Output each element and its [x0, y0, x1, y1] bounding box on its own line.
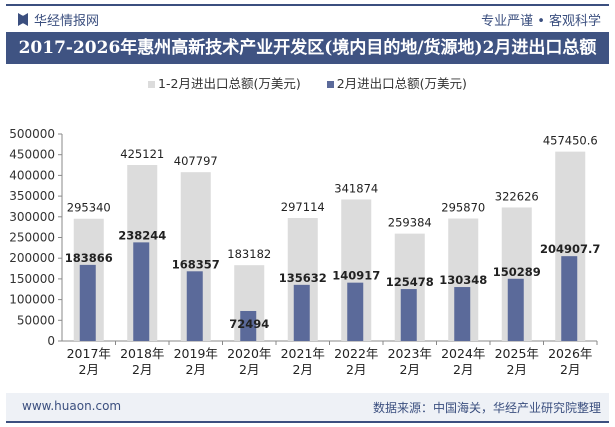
y-tick-label: 100000 [9, 293, 55, 307]
legend-label: 2月进出口总额(万美元) [336, 76, 467, 91]
data-label-feb: 150289 [493, 265, 541, 279]
data-label-feb: 204907.7 [540, 242, 600, 256]
data-label-feb: 238244 [118, 228, 166, 242]
slogan: 专业严谨 • 客观科学 [481, 14, 601, 29]
data-label-total: 407797 [174, 154, 218, 168]
x-tick-label: 2025年 [495, 346, 539, 361]
data-label-feb: 130348 [439, 273, 487, 287]
data-label-total: 295340 [67, 201, 111, 215]
legend: 1-2月进出口总额(万美元) 2月进出口总额(万美元) [0, 73, 615, 92]
legend-swatch [326, 81, 334, 88]
y-tick-label: 200000 [9, 251, 55, 265]
x-tick-label: 2月 [400, 362, 420, 377]
x-tick-label: 2月 [346, 362, 366, 377]
x-tick-label: 2月 [507, 362, 527, 377]
y-tick-label: 250000 [9, 231, 55, 245]
chart-title: 2017-2026年惠州高新技术产业开发区(境内目的地/货源地)2月进出口总额 [6, 32, 609, 64]
data-label-total: 341874 [334, 181, 378, 195]
y-tick-label: 300000 [9, 210, 55, 224]
bottom-rule [6, 421, 609, 423]
data-label-total: 322626 [495, 189, 539, 203]
x-tick-label: 2021年 [281, 346, 325, 361]
x-tick-label: 2月 [453, 362, 473, 377]
bar-feb [79, 264, 96, 341]
x-tick-label: 2月 [79, 362, 99, 377]
legend-item-total: 1-2月进出口总额(万美元) [148, 73, 301, 92]
x-tick-label: 2018年 [120, 346, 164, 361]
y-tick-label: 400000 [9, 168, 55, 182]
x-tick-label: 2月 [239, 362, 259, 377]
bar-feb [561, 256, 578, 341]
y-tick-label: 350000 [9, 189, 55, 203]
data-source: 数据来源：中国海关，华经产业研究院整理 [372, 401, 601, 415]
x-tick-label: 2017年 [67, 346, 111, 361]
data-label-total: 425121 [120, 147, 164, 161]
legend-label: 1-2月进出口总额(万美元) [158, 76, 301, 91]
data-label-feb: 72494 [229, 317, 269, 331]
top-rule [6, 4, 609, 6]
brand-name: 华经情报网 [34, 14, 100, 29]
x-tick-label: 2023年 [388, 346, 432, 361]
data-label-total: 183182 [227, 247, 271, 261]
data-label-total: 259384 [388, 216, 432, 230]
data-label-feb: 135632 [279, 271, 327, 285]
x-tick-label: 2019年 [174, 346, 218, 361]
data-label-feb: 125478 [386, 275, 434, 289]
data-label-feb: 140917 [332, 269, 380, 283]
data-label-total: 457450.6 [543, 134, 598, 148]
x-tick-label: 2月 [132, 362, 152, 377]
bar-feb [240, 310, 257, 341]
data-label-feb: 183866 [65, 251, 113, 265]
data-label-total: 295870 [441, 201, 485, 215]
x-tick-label: 2月 [560, 362, 580, 377]
legend-item-feb: 2月进出口总额(万美元) [326, 73, 467, 92]
x-tick-label: 2月 [186, 362, 206, 377]
site-url[interactable]: www.huaon.com [22, 399, 122, 413]
data-label-feb: 168357 [172, 257, 220, 271]
x-tick-label: 2月 [293, 362, 313, 377]
x-tick-label: 2020年 [227, 346, 271, 361]
x-tick-label: 2022年 [334, 346, 378, 361]
x-tick-label: 2026年 [548, 346, 592, 361]
y-tick-label: 0 [47, 334, 55, 348]
bar-feb [507, 278, 524, 341]
y-tick-label: 500000 [9, 127, 55, 141]
legend-swatch [148, 81, 156, 88]
brand: 华经情报网 [18, 10, 99, 29]
y-tick-label: 150000 [9, 272, 55, 286]
logo-icon [18, 13, 28, 26]
y-tick-label: 50000 [17, 313, 55, 327]
y-tick-label: 450000 [9, 148, 55, 162]
bar-feb [186, 271, 203, 341]
bar-feb [454, 287, 471, 341]
bar-feb [133, 242, 150, 341]
bar-feb [347, 282, 364, 341]
x-tick-label: 2024年 [441, 346, 485, 361]
bar-feb [400, 289, 417, 341]
footer: www.huaon.com 数据来源：中国海关，华经产业研究院整理 [6, 393, 609, 421]
bar-feb [293, 284, 310, 341]
data-label-total: 297114 [281, 200, 325, 214]
